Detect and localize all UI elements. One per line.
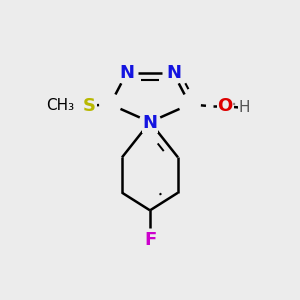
Text: N: N — [119, 64, 134, 82]
Text: S: S — [83, 97, 96, 115]
Text: F: F — [144, 231, 156, 249]
Text: CH₃: CH₃ — [46, 98, 74, 113]
Text: O: O — [218, 98, 233, 116]
Text: N: N — [166, 64, 181, 82]
Text: ·: · — [231, 96, 237, 115]
Text: N: N — [142, 114, 158, 132]
Text: H: H — [238, 100, 250, 116]
